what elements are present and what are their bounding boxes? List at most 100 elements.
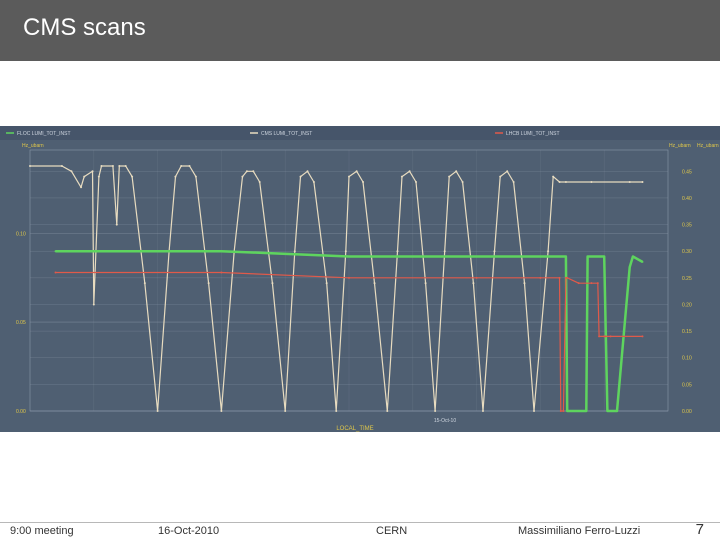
- data-point: [124, 164, 127, 167]
- y-left-tick-label: 0.05: [16, 320, 26, 326]
- data-point: [258, 180, 261, 183]
- data-point: [271, 282, 274, 285]
- data-point: [631, 255, 634, 258]
- data-point: [118, 164, 121, 167]
- data-point: [188, 164, 191, 167]
- footer-location: CERN: [376, 525, 408, 537]
- data-point: [615, 410, 618, 412]
- y-left-tick-label: 0.00: [16, 409, 26, 415]
- data-point: [400, 175, 403, 178]
- data-point: [577, 282, 580, 285]
- data-point: [475, 255, 478, 258]
- data-point: [564, 255, 567, 258]
- y-right-tick-label: 0.20: [682, 302, 692, 308]
- legend-label: CMS LUMI_TOT_INST: [261, 131, 312, 137]
- data-point: [91, 170, 94, 173]
- data-point: [628, 180, 631, 183]
- data-point: [641, 180, 644, 183]
- data-point: [641, 335, 644, 338]
- legend-strip: [0, 126, 720, 140]
- data-point: [194, 175, 197, 178]
- data-point: [344, 250, 347, 253]
- data-point: [207, 282, 210, 285]
- data-point: [475, 276, 478, 279]
- data-point: [174, 175, 177, 178]
- data-point: [564, 180, 567, 183]
- legend-label: LHCB LUMI_TOT_INST: [506, 131, 560, 137]
- data-point: [559, 410, 562, 412]
- data-point: [245, 170, 248, 173]
- data-point: [156, 410, 159, 412]
- data-point: [512, 180, 515, 183]
- data-point: [493, 250, 496, 253]
- data-point: [598, 335, 601, 338]
- data-point: [70, 170, 73, 173]
- data-point: [606, 410, 609, 412]
- data-point: [481, 410, 484, 412]
- data-point: [355, 170, 358, 173]
- data-point: [552, 175, 555, 178]
- data-point: [115, 223, 118, 226]
- data-point: [131, 175, 134, 178]
- data-point: [539, 276, 542, 279]
- data-point: [566, 276, 569, 279]
- y-right-tick-label: 0.35: [682, 223, 692, 229]
- y-right-tick-label: 0.05: [682, 382, 692, 388]
- data-point: [571, 410, 574, 412]
- data-point: [335, 410, 338, 412]
- legend-label: FLOC LUMI_TOT_INST: [17, 131, 71, 137]
- data-point: [590, 180, 593, 183]
- data-point: [539, 255, 542, 258]
- data-point: [603, 255, 606, 258]
- data-point: [577, 410, 580, 412]
- y-right-unit-label: Hz_ubarn: [669, 143, 691, 149]
- data-point: [83, 175, 86, 178]
- data-point: [628, 266, 631, 269]
- data-point: [97, 175, 100, 178]
- data-point: [523, 282, 526, 285]
- data-point: [566, 410, 569, 412]
- data-point: [92, 303, 95, 306]
- y-left-unit-label: Hz_ubarn: [22, 143, 44, 149]
- data-point: [424, 282, 427, 285]
- data-point: [348, 255, 350, 258]
- chart-container: 0.00 0.05 0.10 0.15 0.20 0.25 0.30 0.35 0.40 0.45…: [0, 126, 720, 432]
- data-point: [641, 260, 644, 263]
- data-point: [80, 186, 83, 189]
- data-point: [299, 175, 302, 178]
- data-point: [585, 410, 588, 412]
- data-point: [284, 410, 287, 412]
- data-point: [348, 276, 350, 279]
- data-point: [362, 180, 365, 183]
- data-point: [499, 175, 502, 178]
- data-point: [252, 170, 255, 173]
- data-point: [220, 250, 223, 253]
- data-point: [547, 250, 550, 253]
- data-point: [414, 180, 417, 183]
- data-point: [396, 250, 399, 253]
- chart-background: [0, 126, 720, 432]
- footer-meeting: 9:00 meeting: [10, 525, 74, 537]
- y-right-tick-label: 0.00: [682, 409, 692, 415]
- footer-date: 16-Oct-2010: [158, 525, 220, 537]
- data-point: [111, 164, 114, 167]
- y-right2-unit-label: Hz_ubarn: [697, 143, 719, 149]
- data-point: [293, 250, 296, 253]
- y-right-tick-label: 0.15: [682, 329, 692, 335]
- data-point: [562, 410, 565, 412]
- footer-divider: [0, 522, 720, 523]
- data-point: [609, 335, 612, 338]
- x-tick-label: 15-Oct-10: [434, 418, 456, 424]
- data-point: [220, 271, 223, 274]
- y-right-tick-label: 0.25: [682, 276, 692, 282]
- data-point: [386, 410, 389, 412]
- y-right-tick-label: 0.45: [682, 169, 692, 175]
- data-point: [558, 276, 561, 279]
- data-point: [60, 164, 63, 167]
- data-point: [373, 282, 376, 285]
- data-point: [461, 180, 464, 183]
- data-point: [220, 410, 223, 412]
- title-bar: CMS scans: [0, 0, 720, 61]
- data-point: [241, 175, 244, 178]
- luminosity-chart: 0.00 0.05 0.10 0.15 0.20 0.25 0.30 0.35 0.40 0.45…: [0, 126, 720, 432]
